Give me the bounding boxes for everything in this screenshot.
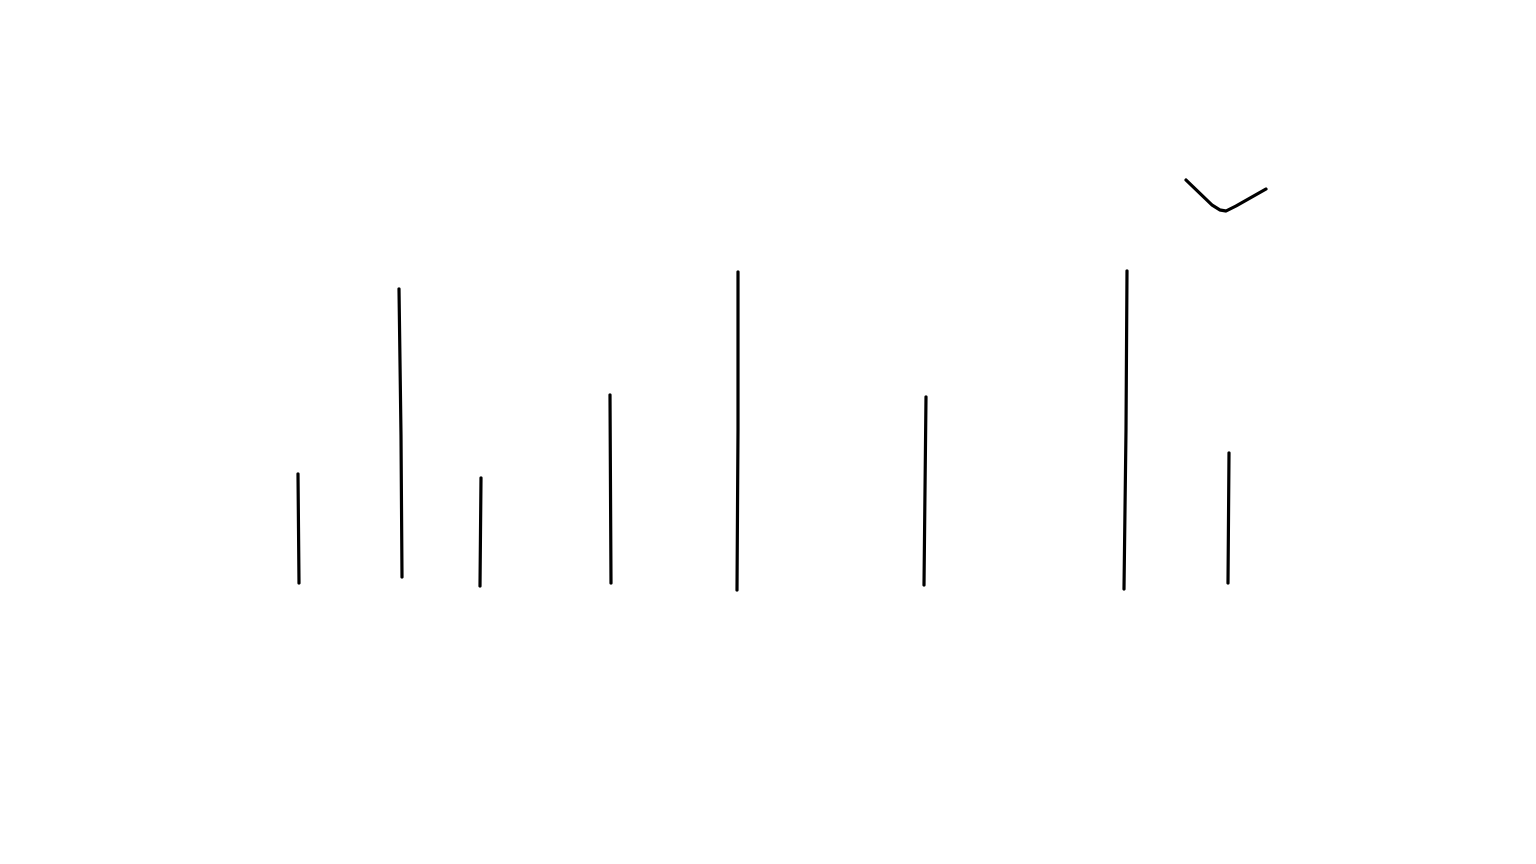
stroke <box>1226 451 1231 585</box>
stroke <box>735 270 740 592</box>
stroke <box>922 395 928 587</box>
stroke <box>608 393 613 585</box>
stroke <box>478 476 483 588</box>
stroke <box>1122 269 1129 591</box>
stroke <box>397 287 404 579</box>
check-stroke <box>1184 178 1268 213</box>
stroke <box>296 472 301 585</box>
